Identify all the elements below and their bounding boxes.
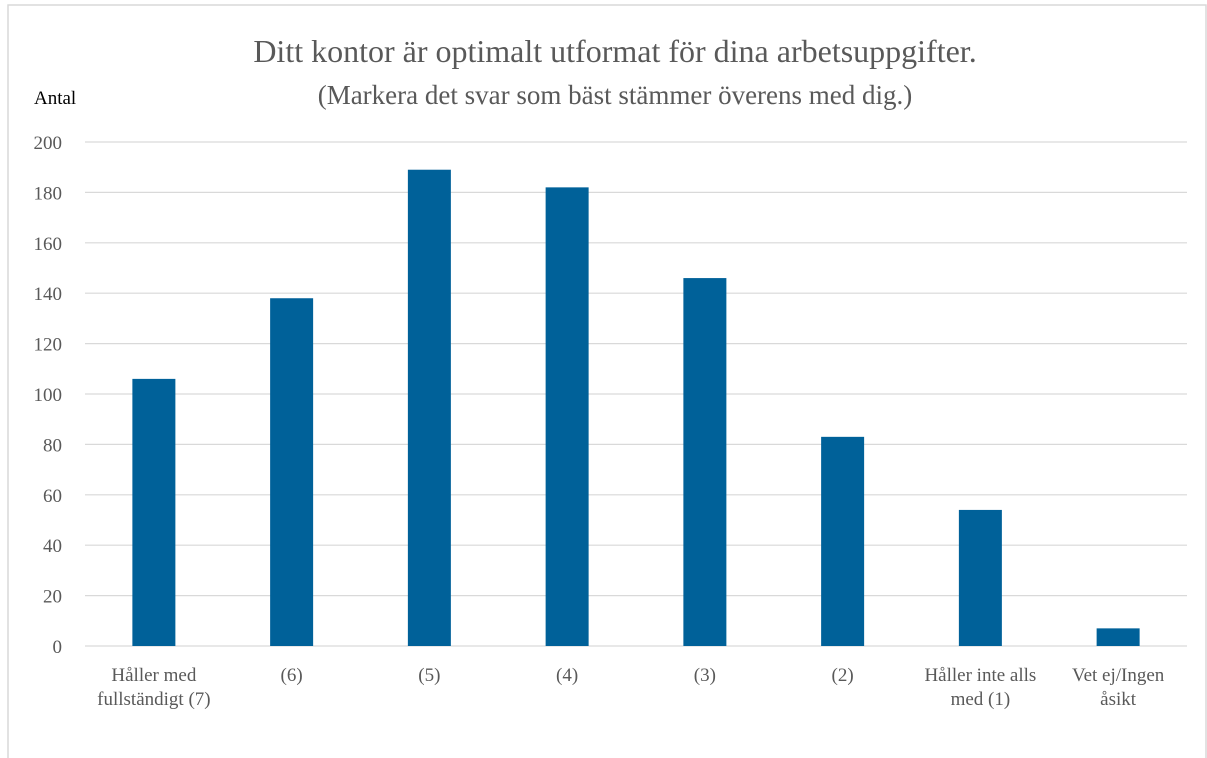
- y-axis-label: Antal: [34, 88, 76, 109]
- y-tick-label: 60: [43, 486, 62, 507]
- x-tick-label: (2): [831, 665, 854, 686]
- bar: [821, 436, 865, 646]
- bar: [407, 169, 451, 646]
- x-tick-label: (5): [418, 665, 441, 686]
- y-tick-label: 160: [34, 234, 63, 255]
- y-tick-label: 0: [53, 637, 63, 658]
- bar: [1096, 628, 1140, 646]
- y-tick-label: 180: [34, 183, 63, 204]
- x-tick-label: Vet ej/Ingen åsikt: [1071, 665, 1165, 710]
- y-tick-label: 200: [34, 133, 63, 154]
- bar: [545, 187, 589, 647]
- x-tick-label: (6): [280, 665, 303, 686]
- y-tick-label: 20: [43, 587, 62, 608]
- chart-title: Ditt kontor är optimalt utformat för din…: [253, 33, 976, 69]
- bar: [270, 298, 314, 646]
- chart-border: [7, 4, 1207, 758]
- bar: [132, 378, 176, 646]
- x-tick-label: Håller med fullständigt (7): [97, 665, 211, 710]
- y-tick-label: 80: [43, 435, 62, 456]
- bar: [958, 509, 1002, 646]
- y-tick-label: 40: [43, 536, 62, 557]
- x-tick-label: (3): [693, 665, 716, 686]
- chart-subtitle: (Markera det svar som bäst stämmer övere…: [318, 80, 913, 110]
- x-tick-label: Håller inte alls med (1): [924, 665, 1037, 710]
- y-tick-label: 100: [34, 385, 63, 406]
- x-tick-label: (4): [556, 665, 579, 686]
- y-tick-label: 120: [34, 335, 63, 356]
- bar: [683, 278, 727, 646]
- y-tick-label: 140: [34, 284, 63, 305]
